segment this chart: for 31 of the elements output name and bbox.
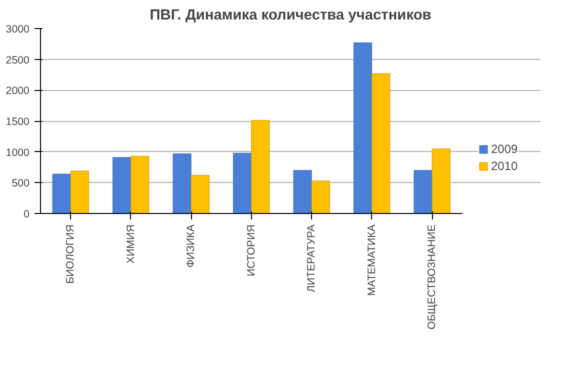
bar xyxy=(293,170,312,214)
bar xyxy=(130,156,150,214)
bar xyxy=(372,73,390,214)
bar xyxy=(233,152,252,214)
y-tick-label: 1500 xyxy=(6,116,30,128)
y-tick-label: 1000 xyxy=(6,146,30,159)
bar xyxy=(52,174,71,214)
y-tick-label: 2500 xyxy=(6,54,30,66)
y-tick-label: 500 xyxy=(12,178,30,190)
bar xyxy=(190,175,210,214)
bar xyxy=(432,148,450,214)
legend-label: 2009 xyxy=(491,142,518,156)
bar xyxy=(414,170,432,214)
x-tick-label: ИСТОРИЯ xyxy=(245,224,258,276)
x-tick-label: ЛИТЕРАТУРА xyxy=(306,224,318,292)
chart-title: ПВГ. Динамика количества участников xyxy=(150,8,432,24)
y-tick-label: 0 xyxy=(24,208,30,220)
x-tick-label: БИОЛОГИЯ xyxy=(64,224,77,284)
legend-label: 2010 xyxy=(491,159,518,173)
bar xyxy=(112,157,132,214)
bar xyxy=(172,153,192,214)
x-tick-label: МАТЕМАТИКА xyxy=(366,224,378,296)
x-tick-label: ОБЩЕСТВОЗНАНИЕ xyxy=(426,224,438,330)
bar xyxy=(251,120,270,214)
bar xyxy=(70,170,89,214)
x-tick-label: ФИЗИКА xyxy=(185,224,198,268)
y-tick-label: 3000 xyxy=(6,24,30,36)
bar xyxy=(354,42,372,214)
bar xyxy=(311,180,330,214)
y-tick-label: 2000 xyxy=(6,85,30,98)
x-tick-label: ХИМИЯ xyxy=(124,224,137,264)
